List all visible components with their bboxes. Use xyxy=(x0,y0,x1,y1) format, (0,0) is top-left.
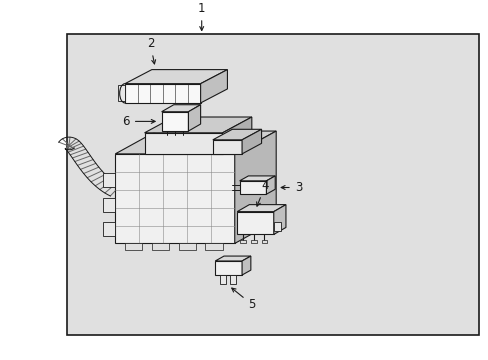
Bar xyxy=(178,243,195,250)
Bar xyxy=(66,35,478,335)
Bar xyxy=(240,240,245,243)
Bar xyxy=(103,173,115,187)
Polygon shape xyxy=(273,204,285,234)
Polygon shape xyxy=(144,133,222,154)
Bar xyxy=(220,275,225,284)
Polygon shape xyxy=(115,154,234,243)
Polygon shape xyxy=(239,176,275,181)
Polygon shape xyxy=(266,176,275,194)
Polygon shape xyxy=(200,69,227,103)
Polygon shape xyxy=(234,131,276,243)
Bar xyxy=(229,275,235,284)
Polygon shape xyxy=(237,212,273,234)
Text: 5: 5 xyxy=(231,288,255,311)
Polygon shape xyxy=(144,117,251,133)
Polygon shape xyxy=(188,105,200,131)
Bar xyxy=(103,198,115,212)
Polygon shape xyxy=(161,112,188,131)
Polygon shape xyxy=(125,69,227,84)
Bar xyxy=(152,243,168,250)
Polygon shape xyxy=(242,129,261,154)
Text: 3: 3 xyxy=(281,181,302,194)
Text: 6: 6 xyxy=(122,115,155,128)
Polygon shape xyxy=(212,129,261,140)
Polygon shape xyxy=(118,85,125,101)
Polygon shape xyxy=(242,256,250,275)
Polygon shape xyxy=(222,117,251,154)
Polygon shape xyxy=(212,140,242,154)
Polygon shape xyxy=(215,256,250,261)
Bar xyxy=(261,240,267,243)
Bar xyxy=(103,222,115,237)
Polygon shape xyxy=(115,131,276,154)
Bar xyxy=(273,222,281,231)
Text: 1: 1 xyxy=(198,2,205,31)
Polygon shape xyxy=(161,105,200,112)
Polygon shape xyxy=(237,204,285,212)
Text: 4: 4 xyxy=(256,179,268,206)
Polygon shape xyxy=(215,261,242,275)
Polygon shape xyxy=(125,84,200,103)
Bar xyxy=(205,243,222,250)
Bar xyxy=(250,240,256,243)
Polygon shape xyxy=(239,181,266,194)
Bar xyxy=(125,243,142,250)
Text: 2: 2 xyxy=(146,37,155,64)
